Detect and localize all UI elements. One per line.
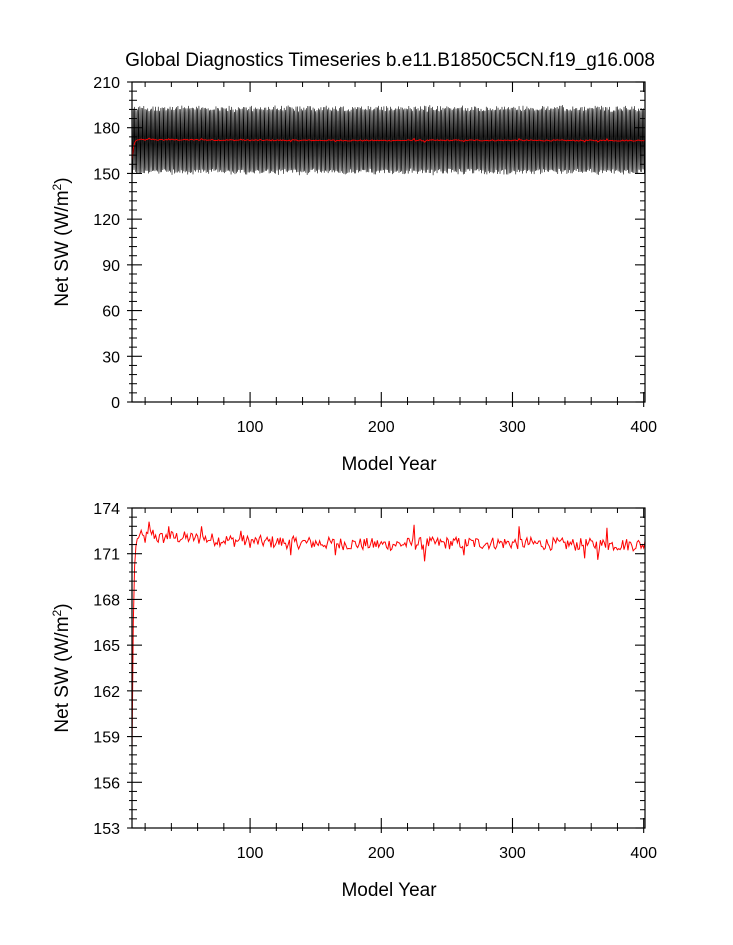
bottom-y-tick-label: 162: [93, 684, 120, 701]
bottom-y-tick-label: 159: [93, 730, 120, 747]
bottom-y-axis-label: Net SW (W/m2): [50, 603, 73, 732]
top-y-tick-label: 150: [93, 166, 120, 183]
top-y-tick-label: 30: [102, 349, 120, 366]
bottom-plot-frame: [131, 507, 646, 829]
top-y-tick-label: 90: [102, 258, 120, 275]
top-y-tick-label: 120: [93, 212, 120, 229]
top-y-axis-label: Net SW (W/m2): [50, 177, 73, 306]
bottom-series-layer: [131, 521, 646, 752]
bottom-x-tick-label: 200: [368, 845, 395, 862]
bottom-y-tick-label: 156: [93, 775, 120, 792]
top-x-tick-label: 400: [630, 419, 657, 436]
bottom-y-axis-label-sup: 2: [50, 609, 64, 616]
bottom-x-axis-label: Model Year: [341, 880, 437, 901]
top-y-tick-label: 60: [102, 304, 120, 321]
top-x-tick-label: 200: [368, 419, 395, 436]
bottom-y-tick-label: 171: [93, 547, 120, 564]
top-series-layer: [131, 105, 646, 176]
top-annual-series-line: [131, 137, 646, 162]
bottom-y-axis-label-main: Net SW (W/m: [52, 616, 73, 732]
bottom-x-tick-label: 300: [499, 845, 526, 862]
top-monthly-series-line: [131, 105, 646, 176]
top-x-tick-label: 100: [237, 419, 264, 436]
top-panel: 0 30 60 90 120 150 180 210 100 200 300 400 Model Ye…: [50, 75, 657, 475]
bottom-y-tick-label: 153: [93, 821, 120, 838]
bottom-panel: 153 156 159 162 165 168 171 174 100 200 300 400 Mod…: [50, 501, 657, 901]
chart-title: Global Diagnostics Timeseries b.e11.B185…: [125, 50, 655, 71]
top-y-tick-label: 180: [93, 121, 120, 138]
top-y-tick-label: 0: [111, 395, 120, 412]
top-x-axis-label: Model Year: [341, 454, 437, 475]
top-tick-layer: 0 30 60 90 120 150 180 210 100 200 300 400: [93, 75, 657, 436]
bottom-y-tick-label: 168: [93, 592, 120, 609]
bottom-y-tick-label: 165: [93, 638, 120, 655]
top-plot-frame: [131, 81, 646, 403]
bottom-x-tick-label: 100: [237, 845, 264, 862]
bottom-tick-layer: 153 156 159 162 165 168 171 174 100 200 300 400: [93, 501, 657, 862]
top-x-tick-label: 300: [499, 419, 526, 436]
top-y-axis-label-main: Net SW (W/m: [52, 190, 73, 306]
top-y-tick-label: 210: [93, 75, 120, 92]
bottom-x-tick-label: 400: [630, 845, 657, 862]
top-y-axis-label-sup: 2: [50, 183, 64, 190]
bottom-annual-series-line: [131, 521, 646, 752]
bottom-y-axis-label-close: ): [52, 603, 73, 609]
top-y-axis-label-close: ): [52, 177, 73, 183]
bottom-y-tick-label: 174: [93, 501, 120, 518]
